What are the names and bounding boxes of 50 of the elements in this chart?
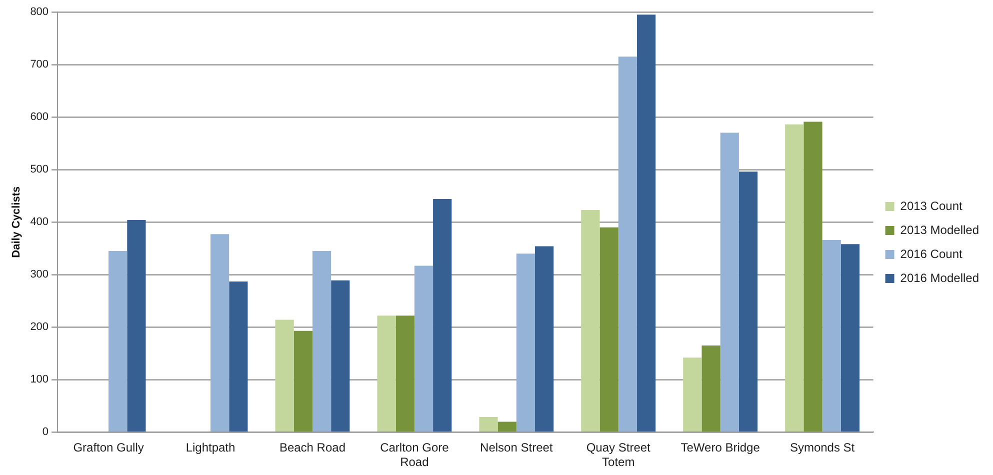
y-tick-label: 600	[30, 111, 49, 124]
bar	[396, 316, 414, 432]
bar	[108, 250, 128, 432]
bar	[127, 220, 146, 432]
legend-label: 2016 Count	[900, 246, 963, 261]
legend-label: 2016 Modelled	[900, 270, 980, 285]
x-tick-label: Grafton Gully	[73, 440, 144, 455]
bar	[738, 172, 758, 432]
bar	[433, 198, 452, 432]
y-tick-label: 200	[30, 321, 49, 334]
bar	[275, 320, 294, 432]
x-tick-label: Beach Road	[279, 440, 346, 455]
y-tick-label: 800	[30, 6, 49, 18]
y-tick-label: 700	[30, 58, 49, 71]
bar	[414, 266, 434, 432]
bar	[312, 250, 332, 432]
bar	[785, 124, 804, 432]
x-tick-label: Carlton Gore Road	[380, 440, 450, 470]
bar	[535, 246, 554, 432]
bar	[331, 280, 350, 432]
y-axis-title: Daily Cyclists	[10, 186, 23, 258]
bar	[822, 240, 841, 432]
y-tick-label: 100	[30, 374, 49, 386]
bar	[636, 14, 656, 432]
bar	[804, 122, 822, 432]
y-tick-label: 300	[30, 268, 49, 281]
x-tick-label: Symonds St	[790, 440, 856, 455]
y-tick-label: 500	[30, 164, 49, 176]
bar	[479, 416, 498, 432]
bar	[720, 132, 739, 432]
y-tick-label: 0	[42, 426, 49, 438]
bar	[498, 422, 516, 432]
legend-label: 2013 Count	[900, 198, 963, 213]
legend-label: 2013 Modelled	[900, 222, 980, 237]
bar	[618, 56, 637, 432]
x-tick-label: TeWero Bridge	[680, 440, 760, 455]
x-tick-label: Lightpath	[186, 440, 236, 455]
bar	[683, 358, 702, 432]
bar	[377, 316, 396, 432]
bar	[210, 234, 230, 432]
bar	[600, 227, 618, 432]
x-tick-label: Quay Street Totem	[586, 440, 652, 470]
bar	[840, 244, 860, 432]
x-tick-label: Nelson Street	[480, 440, 554, 455]
y-tick-label: 400	[30, 216, 49, 228]
bar	[229, 281, 248, 432]
bar	[516, 254, 536, 432]
bar	[581, 210, 600, 432]
bar	[702, 346, 720, 432]
bar	[294, 330, 312, 432]
